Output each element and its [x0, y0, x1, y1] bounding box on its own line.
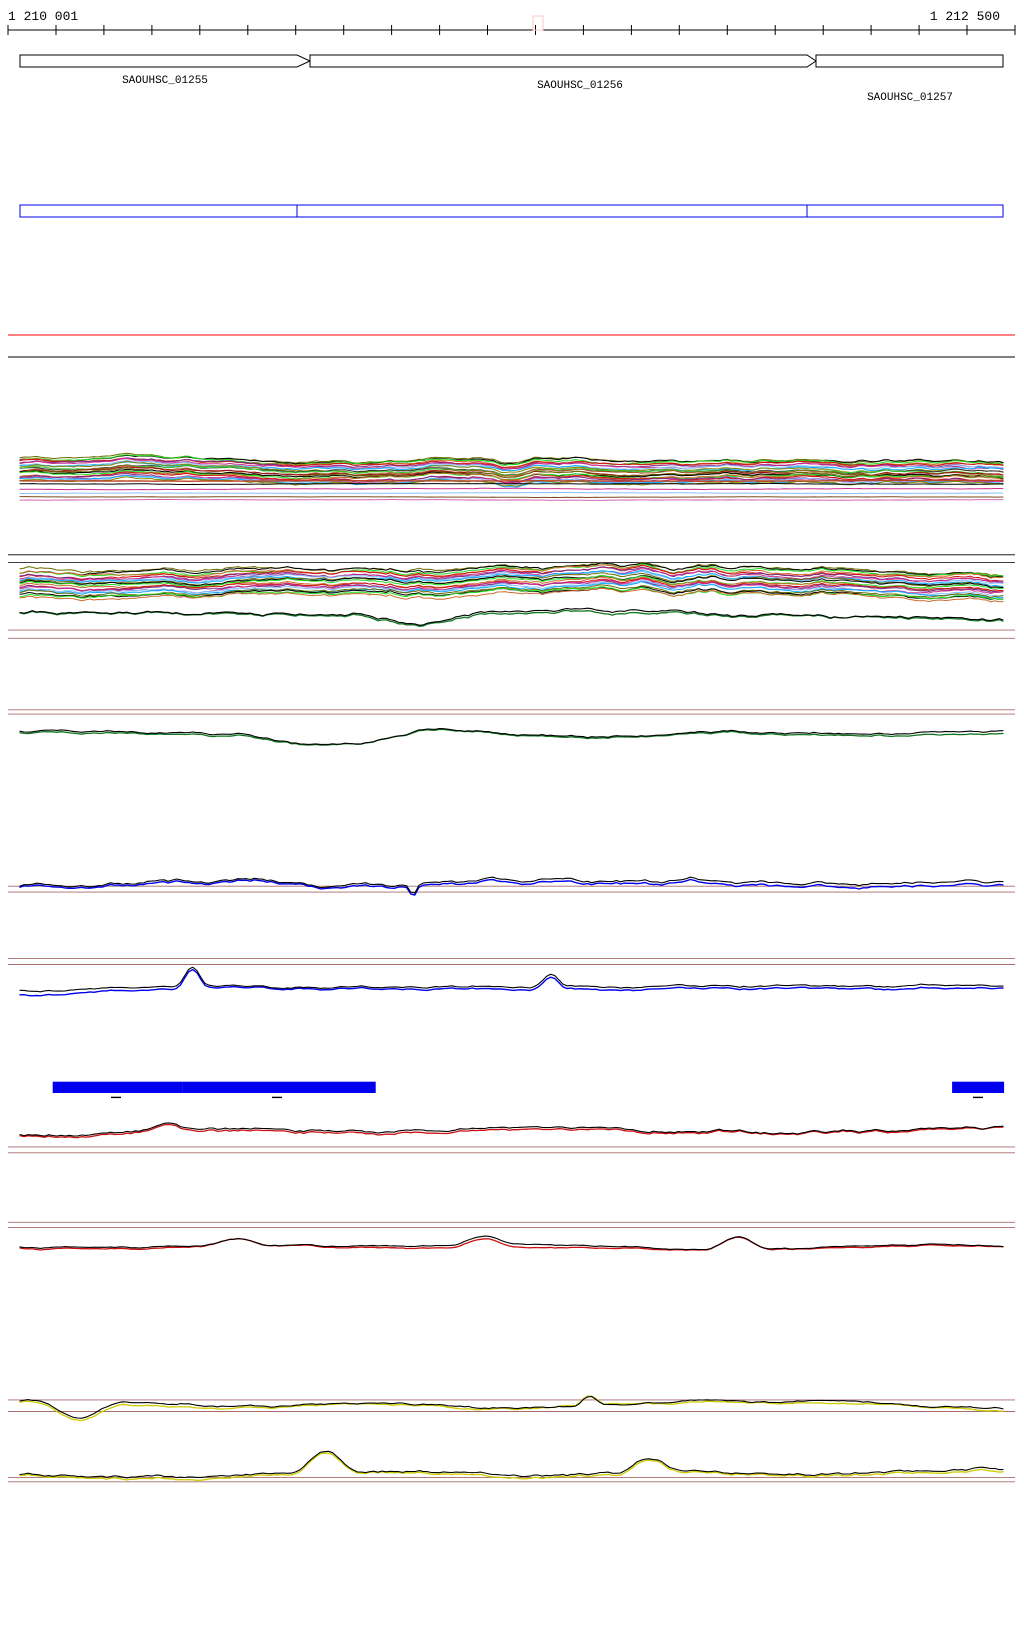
- svg-text:1 210 001: 1 210 001: [8, 9, 78, 24]
- svg-text:SAOUHSC_01256: SAOUHSC_01256: [537, 80, 623, 92]
- svg-text:1 212 500: 1 212 500: [930, 9, 1000, 24]
- svg-text:SAOUHSC_01255: SAOUHSC_01255: [122, 75, 208, 87]
- svg-text:SAOUHSC_01257: SAOUHSC_01257: [867, 92, 953, 104]
